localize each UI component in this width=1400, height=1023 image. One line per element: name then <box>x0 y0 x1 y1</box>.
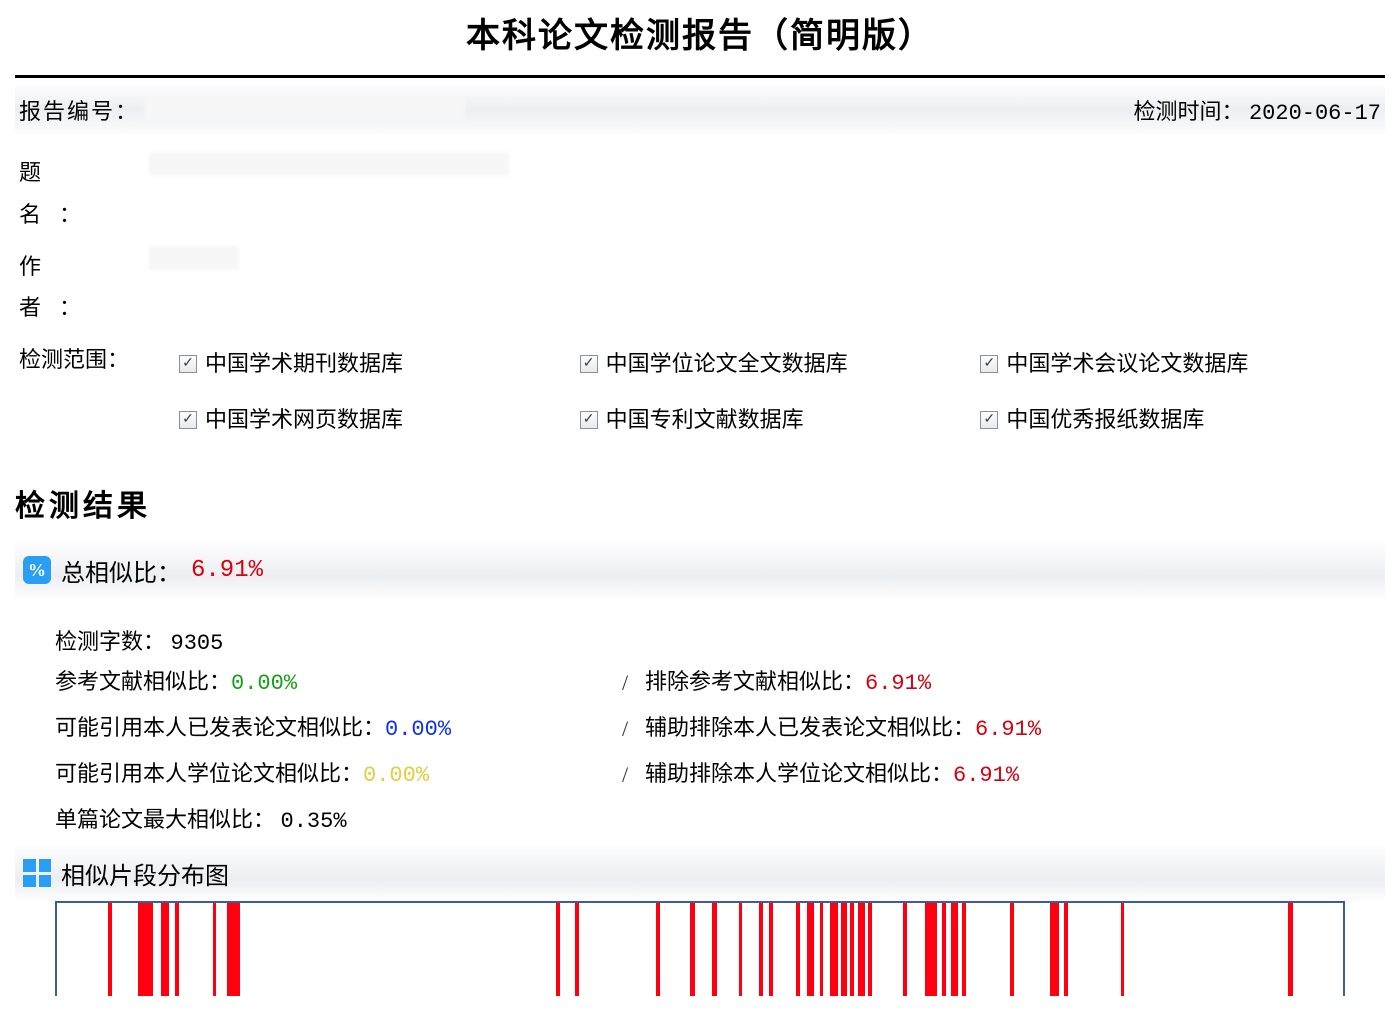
stats-block: 检测字数： 9305 参考文献相似比：0.00%/排除参考文献相似比：6.91%… <box>15 598 1385 846</box>
max-single-value: 0.35% <box>281 809 347 834</box>
meta-bar: 报告编号： 检测时间： 2020-06-17 <box>15 86 1385 134</box>
similarity-stripe <box>739 903 743 996</box>
stat-right-value: 6.91% <box>953 763 1019 788</box>
similarity-stripe <box>903 903 907 996</box>
stat-left-value: 0.00% <box>363 763 429 788</box>
similarity-stripe <box>690 903 695 996</box>
stat-left-label: 参考文献相似比： <box>55 669 231 694</box>
char-count-value: 9305 <box>171 631 224 656</box>
distribution-label: 相似片段分布图 <box>61 856 229 891</box>
slash-separator: / <box>605 753 645 797</box>
stat-right-value: 6.91% <box>975 717 1041 742</box>
stat-right-label: 排除参考文献相似比： <box>645 669 865 694</box>
stat-row: 可能引用本人学位论文相似比：0.00% /辅助排除本人学位论文相似比：6.91% <box>55 752 1345 798</box>
similarity-stripe <box>227 903 240 996</box>
page-title: 本科论文检测报告（简明版） <box>15 0 1385 75</box>
stat-left-value: 0.00% <box>385 717 451 742</box>
similarity-stripe <box>951 903 959 996</box>
database-label: 中国学位论文全文数据库 <box>606 343 848 385</box>
similarity-stripe <box>1288 903 1293 996</box>
section-results-heading: 检测结果 <box>15 481 1385 525</box>
similarity-stripe <box>962 903 966 996</box>
checkbox-checked-icon: ✓ <box>179 411 197 429</box>
slash-separator: / <box>605 707 645 751</box>
max-single-label: 单篇论文最大相似比： <box>55 807 275 832</box>
similarity-stripe <box>769 903 773 996</box>
slash-separator: / <box>605 661 645 705</box>
similarity-stripe <box>796 903 800 996</box>
percent-icon: % <box>23 556 51 584</box>
similarity-stripe <box>925 903 937 996</box>
similarity-stripe <box>942 903 946 996</box>
overall-similarity-label: 总相似比： <box>61 553 181 588</box>
database-grid: ✓ 中国学术期刊数据库 ✓ 中国学位论文全文数据库 ✓ 中国学术会议论文数据库 ✓ 中国学术网… <box>149 339 1381 441</box>
overall-similarity-band: % 总相似比： 6.91% <box>15 543 1385 598</box>
similarity-stripe <box>161 903 169 996</box>
database-item: ✓ 中国学术会议论文数据库 <box>980 343 1381 385</box>
grid-icon <box>23 859 51 887</box>
stat-left-label: 可能引用本人已发表论文相似比： <box>55 715 385 740</box>
stat-right-label: 辅助排除本人学位论文相似比： <box>645 761 953 786</box>
similarity-stripe <box>575 903 579 996</box>
database-label: 中国学术会议论文数据库 <box>1006 343 1248 385</box>
stat-left-value: 0.00% <box>231 671 297 696</box>
stat-row: 参考文献相似比：0.00% /排除参考文献相似比：6.91% <box>55 660 1345 706</box>
detect-time-label: 检测时间： <box>1133 99 1243 124</box>
similarity-stripe <box>1064 903 1068 996</box>
database-item: ✓ 中国专利文献数据库 <box>580 399 981 441</box>
similarity-stripe <box>656 903 660 996</box>
author-label: 作 者： <box>19 246 149 330</box>
similarity-stripe <box>820 903 824 996</box>
checkbox-checked-icon: ✓ <box>980 411 998 429</box>
similarity-stripe <box>1050 903 1059 996</box>
database-item: ✓ 中国学术期刊数据库 <box>179 343 580 385</box>
similarity-stripe <box>1121 903 1125 996</box>
similarity-stripe <box>213 903 217 996</box>
stat-right-value: 6.91% <box>865 671 931 696</box>
database-label: 中国学术网页数据库 <box>205 399 403 441</box>
report-id-label: 报告编号： <box>19 94 139 126</box>
similarity-stripe <box>1010 903 1014 996</box>
stat-left-label: 可能引用本人学位论文相似比： <box>55 761 363 786</box>
database-item: ✓ 中国学位论文全文数据库 <box>580 343 981 385</box>
similarity-stripe <box>858 903 864 996</box>
similarity-stripe <box>841 903 846 996</box>
database-label: 中国优秀报纸数据库 <box>1006 399 1204 441</box>
similarity-stripe <box>556 903 560 996</box>
report-id-redacted <box>145 98 465 122</box>
checkbox-checked-icon: ✓ <box>179 355 197 373</box>
distribution-band: 相似片段分布图 <box>15 846 1385 901</box>
divider <box>15 75 1385 78</box>
similarity-stripe <box>807 903 815 996</box>
detect-time-value: 2020-06-17 <box>1249 101 1381 126</box>
author-redacted <box>149 246 239 270</box>
database-label: 中国学术期刊数据库 <box>205 343 403 385</box>
checkbox-checked-icon: ✓ <box>580 355 598 373</box>
range-label: 检测范围： <box>19 339 149 381</box>
similarity-stripe <box>175 903 179 996</box>
similarity-stripe <box>830 903 838 996</box>
stat-right-label: 辅助排除本人已发表论文相似比： <box>645 715 975 740</box>
similarity-stripe <box>850 903 854 996</box>
stat-row: 可能引用本人已发表论文相似比：0.00% /辅助排除本人已发表论文相似比：6.91… <box>55 706 1345 752</box>
paper-title-redacted <box>149 152 509 176</box>
paper-title-label: 题 名： <box>19 152 149 236</box>
database-item: ✓ 中国学术网页数据库 <box>179 399 580 441</box>
database-item: ✓ 中国优秀报纸数据库 <box>980 399 1381 441</box>
similarity-stripe <box>868 903 872 996</box>
database-label: 中国专利文献数据库 <box>606 399 804 441</box>
checkbox-checked-icon: ✓ <box>580 411 598 429</box>
similarity-stripe <box>138 903 153 996</box>
similarity-stripe <box>712 903 717 996</box>
similarity-stripe <box>108 903 112 996</box>
overall-similarity-value: 6.91% <box>191 557 263 584</box>
distribution-chart <box>55 901 1345 996</box>
char-count-label: 检测字数： <box>55 629 165 654</box>
similarity-stripe <box>759 903 763 996</box>
checkbox-checked-icon: ✓ <box>980 355 998 373</box>
